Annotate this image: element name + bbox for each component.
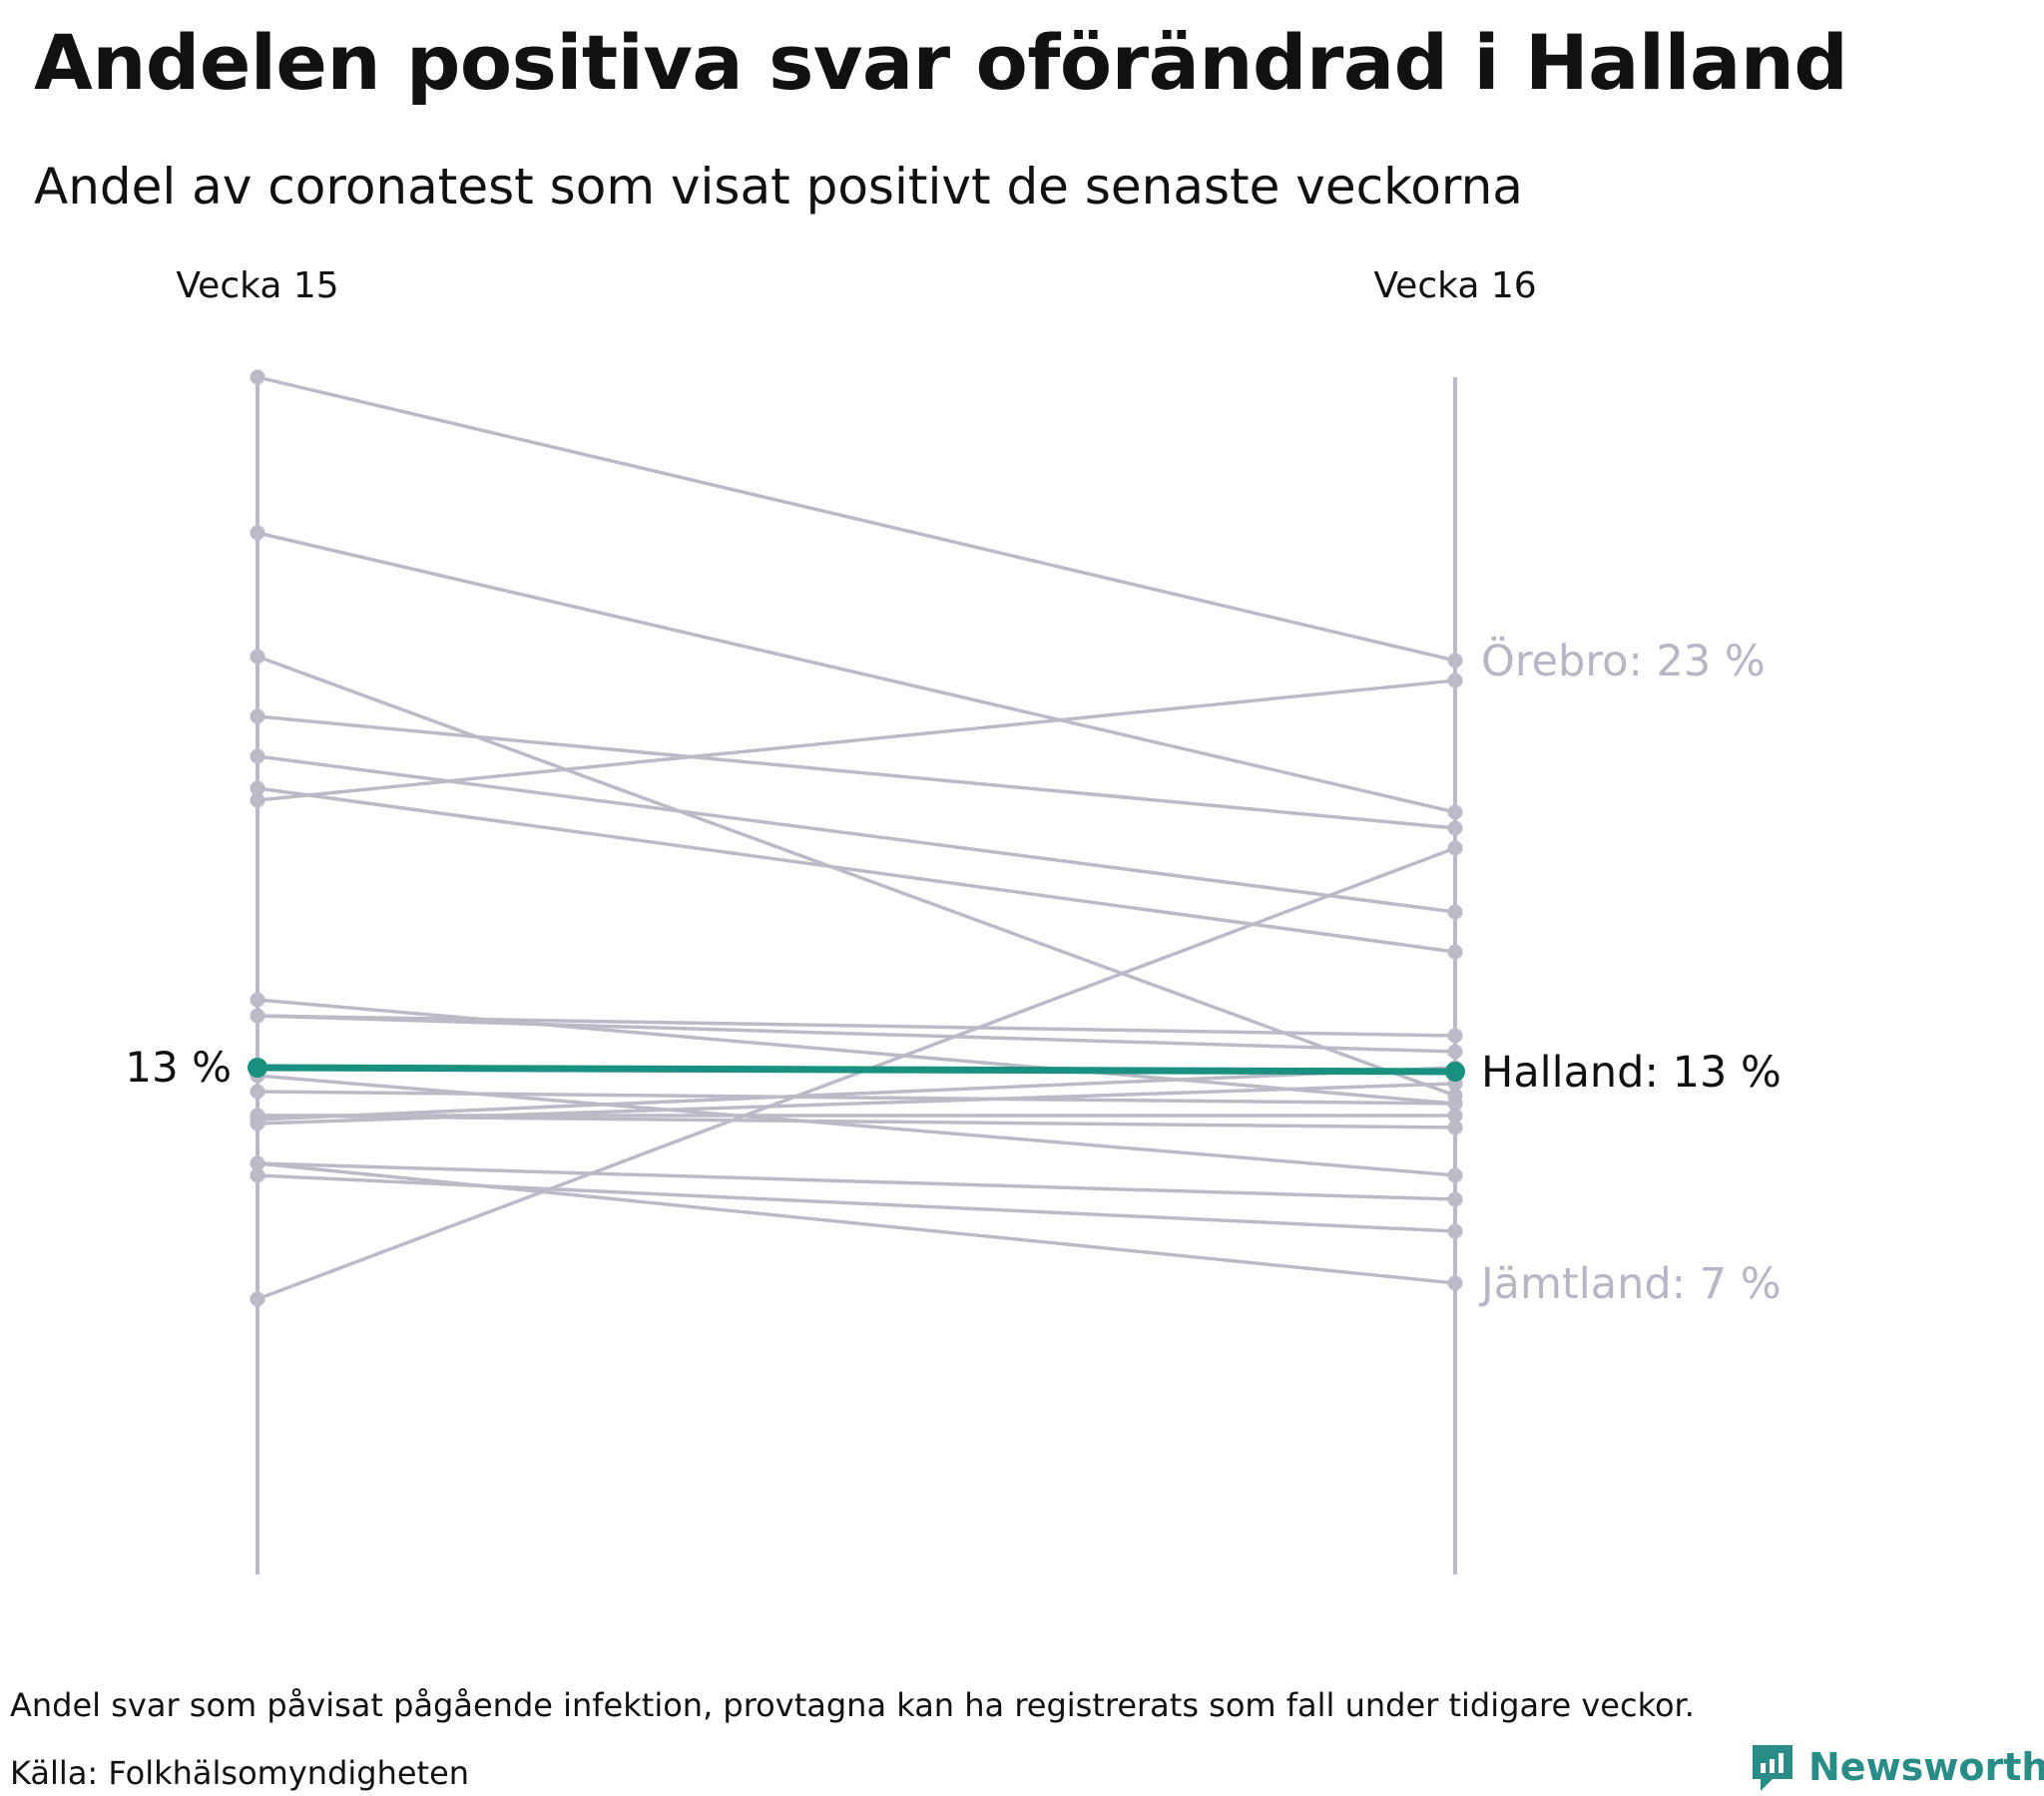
series-line-region-l	[256, 1066, 1457, 1122]
point-week15-region-c	[250, 708, 265, 724]
series-line-jamtland	[256, 1161, 1457, 1285]
point-week15-region-j	[250, 1084, 265, 1100]
column-label-week-15: Vecka 15	[176, 265, 338, 306]
series-region-n	[250, 1167, 1463, 1239]
series-region-a	[250, 525, 1463, 820]
series-line-region-h	[256, 1014, 1457, 1038]
source-credit: Källa: Folkhälsomyndigheten	[10, 1754, 470, 1792]
point-week16-region-m	[1447, 1191, 1463, 1207]
point-week15-halland	[248, 1058, 267, 1078]
point-week15-region-o	[250, 1291, 265, 1307]
point-week15-region-q	[250, 1008, 265, 1024]
point-week15-region-e	[250, 780, 265, 796]
series-halland	[248, 1058, 1465, 1082]
point-week16-orebro	[1447, 653, 1463, 669]
point-week16-region-p	[1447, 1108, 1463, 1123]
series-line-orebro	[256, 375, 1457, 663]
series-line-region-a	[256, 531, 1457, 814]
series-line-region-c	[256, 714, 1457, 830]
point-week16-region-k	[1447, 1120, 1463, 1135]
label-end-orebro: Örebro: 23 %	[1481, 636, 1766, 686]
slope-chart: Vecka 15 Vecka 16 13 % Örebro: 23 % Hallan…	[125, 265, 1782, 1574]
label-end-jamtland: Jämtland: 7 %	[1478, 1259, 1782, 1309]
point-week16-region-f	[1447, 673, 1463, 688]
series-line-region-j	[256, 1090, 1457, 1106]
column-label-week-16: Vecka 16	[1373, 265, 1536, 306]
label-highlight-start: 13 %	[125, 1043, 232, 1092]
point-week16-region-n	[1447, 1223, 1463, 1239]
series-region-d	[250, 748, 1463, 920]
series-line-region-q	[256, 1014, 1457, 1054]
point-week15-region-n	[250, 1167, 265, 1183]
series-line-region-g	[256, 998, 1457, 1106]
series-region-e	[250, 780, 1463, 960]
point-week15-region-a	[250, 525, 265, 541]
chart-subtitle: Andel av coronatest som visat positivt d…	[34, 158, 1523, 216]
point-week15-region-b	[250, 649, 265, 665]
series-region-c	[250, 708, 1463, 836]
point-week16-region-e	[1447, 944, 1463, 960]
chart-title: Andelen positiva svar oförändrad i Halla…	[34, 18, 1848, 107]
point-week15-region-r	[250, 1116, 265, 1131]
point-week16-region-a	[1447, 804, 1463, 820]
point-week15-orebro	[250, 369, 265, 385]
point-week16-region-j	[1447, 1096, 1463, 1112]
series-line-halland	[254, 1064, 1459, 1076]
series-jamtland	[250, 1155, 1463, 1291]
series-line-region-m	[256, 1161, 1457, 1201]
point-week16-region-i	[1447, 1167, 1463, 1183]
point-week16-region-c	[1447, 820, 1463, 836]
point-week16-jamtland	[1447, 1275, 1463, 1291]
series-orebro	[250, 369, 1463, 669]
point-week15-region-f	[250, 792, 265, 808]
series-line-region-f	[256, 678, 1457, 802]
series-line-region-r	[256, 1082, 1457, 1125]
series-line-region-b	[256, 655, 1457, 1098]
point-week15-jamtland	[250, 1155, 265, 1171]
point-week15-region-g	[250, 992, 265, 1008]
series-region-o	[250, 840, 1463, 1307]
series-region-j	[250, 1084, 1463, 1112]
point-week16-region-o	[1447, 840, 1463, 856]
series-line-region-o	[256, 846, 1457, 1301]
series-region-q	[250, 1008, 1463, 1060]
point-week16-region-q	[1447, 1044, 1463, 1060]
brand-logo: Newsworthy	[1749, 1741, 2044, 1793]
newsworthy-logo-icon	[1753, 1745, 1792, 1791]
point-week15-region-d	[250, 748, 265, 764]
series-region-f	[250, 673, 1463, 808]
footnote: Andel svar som påvisat pågående infektio…	[10, 1686, 1695, 1724]
label-end-halland: Halland: 13 %	[1481, 1048, 1782, 1098]
point-week16-halland	[1445, 1062, 1465, 1082]
series-line-region-d	[256, 754, 1457, 914]
point-week16-region-h	[1447, 1028, 1463, 1044]
point-week16-region-d	[1447, 904, 1463, 920]
brand-name: Newsworthy	[1808, 1745, 2044, 1789]
